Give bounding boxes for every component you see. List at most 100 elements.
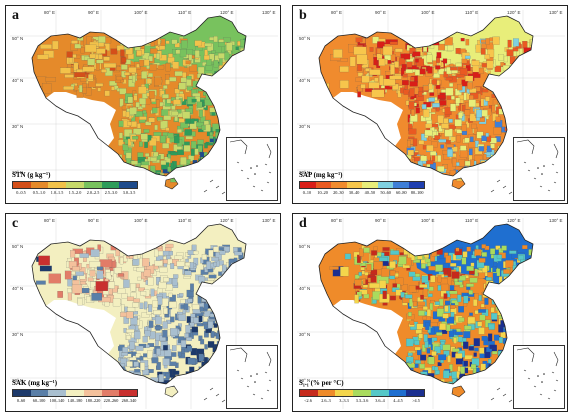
county-cell [88,161,94,167]
county-cell [525,107,533,111]
county-cell [229,78,236,85]
county-cell [422,306,428,310]
county-cell [492,36,500,45]
county-cell [387,60,392,64]
county-cell [355,37,363,43]
county-cell [430,275,436,283]
county-cell [498,337,503,344]
legend-swatches [299,389,425,397]
county-cell [470,262,475,267]
county-cell [469,312,473,316]
county-cell [67,292,72,301]
south-china-sea-inset [226,345,278,409]
county-cell [74,72,86,78]
county-cell [150,157,157,162]
county-cell [488,333,493,342]
county-cell [104,90,110,97]
county-cell [239,310,246,319]
county-cell [458,306,464,313]
county-cell [112,359,117,367]
county-cell [228,274,233,281]
county-cell [340,266,349,277]
county-cell [409,81,418,87]
county-cell [359,160,368,166]
county-cell [238,122,244,129]
island-mark [203,397,208,401]
county-cell [68,162,73,170]
county-cell [509,312,515,319]
county-cell [383,157,387,165]
nine-dash-segment [523,161,527,164]
county-cell [74,85,79,91]
county-cell [429,383,436,392]
county-cell [440,341,445,345]
county-cell [525,88,533,92]
legend-swatch [300,182,316,188]
county-cell [450,67,458,71]
county-cell [173,274,179,279]
county-cell [468,379,475,384]
county-cell [356,151,363,157]
county-cell [214,370,222,374]
county-cell [249,258,256,266]
county-cell [392,283,397,288]
county-cell [511,329,517,335]
county-cell [511,250,518,259]
county-cell [488,359,492,364]
county-cell [500,62,505,67]
county-cell [213,171,218,179]
county-cell [134,369,141,373]
county-cell [402,80,409,86]
island-mark [215,185,220,189]
county-cell [479,347,485,354]
county-cell [45,77,56,82]
nine-dash-segment [252,185,256,188]
county-cell [407,352,413,356]
county-cell [517,267,522,273]
county-cell [506,150,510,156]
county-cell [84,364,92,369]
county-cell [389,261,396,269]
county-cell [400,292,405,298]
china-map-sensitivity: 80° E 90° E 100° E 110° E 120° E 130° E50° N4… [297,218,565,409]
county-cell [495,287,502,294]
county-cell [243,335,246,340]
county-cell [103,63,117,68]
county-cell [424,341,429,348]
county-cell [530,97,533,106]
county-cell [445,140,451,144]
legend-stn: STN (g kg⁻¹) 0–0.5 0.5–1.0 1.0–1.5 1.5–2.0 2… [12,171,138,195]
county-cell [522,245,528,250]
nine-dash-segment [246,177,250,180]
county-cell [449,83,454,87]
latitude-label: 40° N [12,286,23,291]
county-cell [443,118,449,124]
county-cell [207,321,214,329]
nine-dash-segment [252,393,256,396]
county-cell [235,108,242,116]
county-cell [109,80,117,86]
county-cell [161,298,169,307]
county-cell [221,320,226,326]
county-cell [515,311,522,320]
island-mark [215,393,220,397]
county-cell [180,382,187,387]
county-cell [136,50,142,56]
county-cell [211,257,219,262]
county-cell [183,175,192,183]
county-cell [450,136,456,142]
county-cell [530,286,533,295]
county-cell [424,258,431,263]
county-cell [67,278,73,287]
county-cell [430,300,435,304]
latitude-label: 30° N [299,124,310,129]
county-cell [248,89,254,94]
county-cell [438,139,447,143]
county-cell [75,362,80,371]
county-cell [473,173,479,178]
county-cell [248,87,254,94]
county-cell [199,109,203,118]
county-cell [214,287,220,294]
county-cell [360,84,366,89]
county-cell [148,320,154,328]
